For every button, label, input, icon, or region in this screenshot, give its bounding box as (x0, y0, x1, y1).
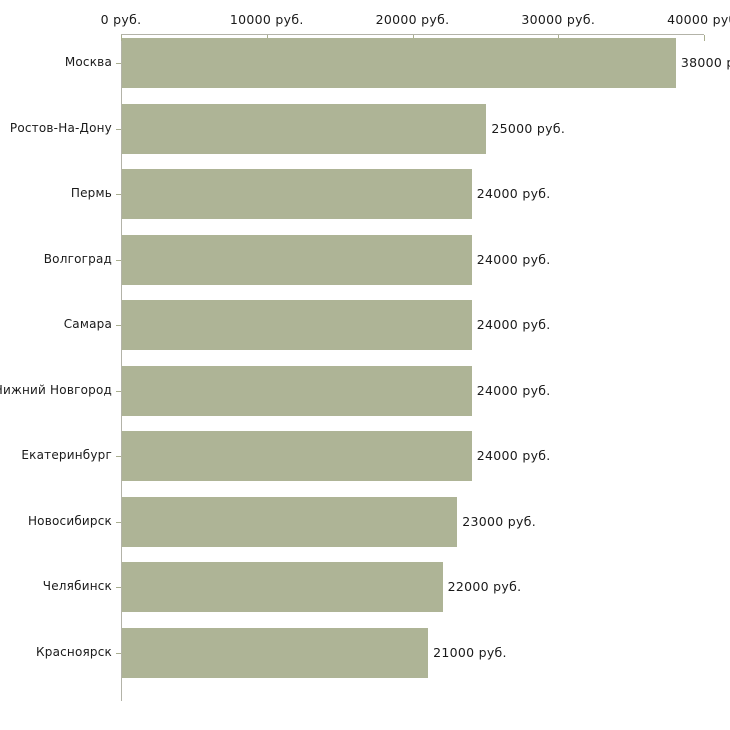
bar-value-label: 24000 руб. (476, 186, 551, 201)
bar-value-label: 21000 руб. (433, 644, 507, 660)
bar-value-label: 22000 руб. (447, 579, 522, 594)
category-label: Волгоград (43, 251, 112, 266)
x-axis-tick (121, 35, 122, 41)
bar[interactable] (122, 300, 472, 350)
bar-value-label: 25000 руб. (491, 120, 566, 136)
y-axis-tick (116, 325, 121, 326)
bar[interactable] (122, 103, 487, 154)
y-axis-tick (116, 260, 121, 261)
y-axis-tick (116, 129, 121, 130)
category-label: Москва (64, 55, 112, 69)
y-axis-tick (116, 456, 121, 457)
category-label: Пермь (70, 186, 112, 200)
y-axis-tick (116, 653, 121, 654)
x-axis-line (121, 34, 704, 35)
bar[interactable] (122, 496, 458, 547)
x-axis-tick-label: 20000 руб. (375, 12, 450, 27)
bar-value-label: 24000 руб. (476, 317, 551, 332)
y-axis-tick (116, 587, 121, 588)
bar[interactable] (122, 431, 472, 481)
x-axis-tick-label: 0 руб. (100, 12, 142, 27)
bar[interactable] (122, 365, 472, 416)
bar-value-label: 24000 руб. (476, 251, 551, 267)
y-axis-tick (116, 194, 121, 195)
bar[interactable] (122, 169, 472, 219)
bar[interactable] (122, 627, 429, 678)
category-label: Красноярск (36, 644, 112, 659)
bar-value-label: 23000 руб. (462, 513, 536, 529)
x-axis-tick (704, 35, 705, 41)
x-axis-tick-label: 10000 руб. (229, 12, 304, 27)
x-axis-tick-label: 40000 руб. (667, 12, 730, 27)
category-label: Екатеринбург (21, 448, 112, 462)
bar-value-label: 38000 руб. (680, 55, 730, 70)
y-axis-tick (116, 63, 121, 64)
category-label: Самара (63, 317, 112, 331)
y-axis-line (121, 34, 122, 701)
y-axis-tick (116, 522, 121, 523)
bar[interactable] (122, 562, 443, 612)
category-label: Ростов-На-Дону (9, 120, 112, 135)
x-axis-tick-label: 30000 руб. (521, 12, 596, 27)
bar-value-label: 24000 руб. (476, 382, 551, 398)
bar[interactable] (122, 38, 676, 88)
bar[interactable] (122, 234, 472, 285)
category-label: Новосибирск (27, 513, 112, 528)
y-axis-tick (116, 391, 121, 392)
bar-value-label: 24000 руб. (476, 448, 551, 463)
category-label: Челябинск (42, 579, 112, 593)
category-label: Нижний Новгород (0, 382, 112, 397)
